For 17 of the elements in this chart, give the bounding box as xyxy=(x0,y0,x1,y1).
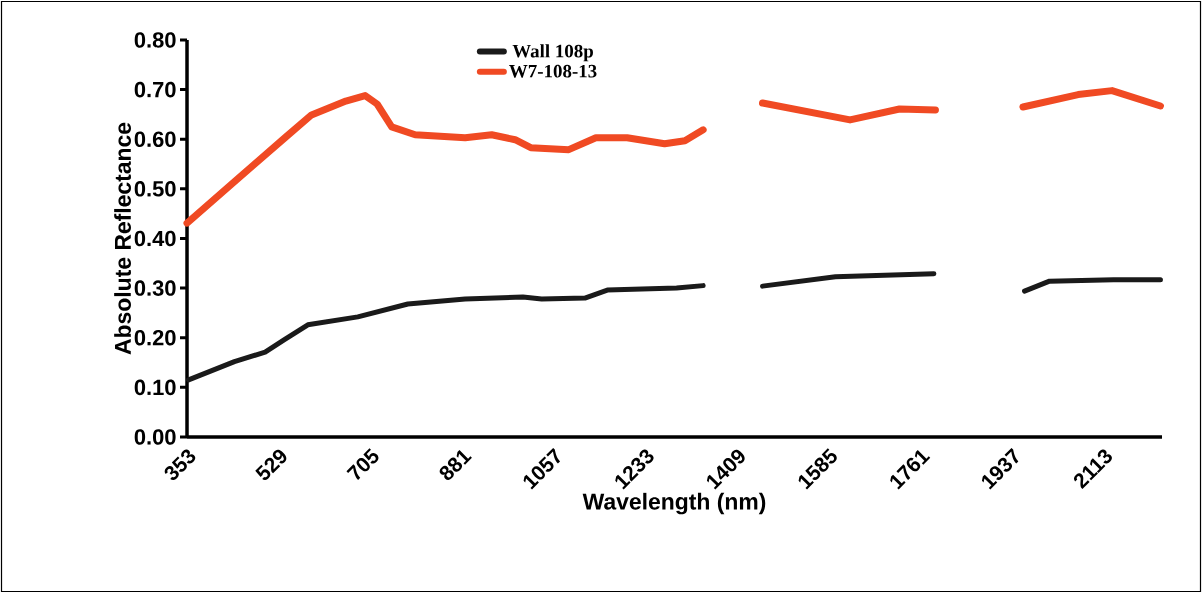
x-tick-label: 705 xyxy=(346,448,379,480)
y-tick-label: 0.80 xyxy=(134,32,176,48)
legend-label: Wall 108p xyxy=(512,44,593,62)
y-tick-label: 0.70 xyxy=(134,81,176,98)
y-tick-label: 0.20 xyxy=(134,329,176,346)
y-tick-label: 0.30 xyxy=(134,280,176,296)
y-tick-label: 0.10 xyxy=(134,379,176,396)
legend-label: W7-108-13 xyxy=(509,64,597,78)
y-tick-label: 0.40 xyxy=(134,230,176,247)
x-tick-label: 353 xyxy=(164,449,196,481)
y-tick-label: 0.00 xyxy=(134,429,176,445)
y-tick-label: 0.60 xyxy=(134,131,176,147)
y-axis-title: Absolute Reflectance xyxy=(114,122,131,355)
x-axis-title: Wavelength (nm) xyxy=(582,492,766,515)
x-tick-label: 529 xyxy=(255,449,287,481)
x-tick-label: 881 xyxy=(439,450,472,481)
y-tick-label: 0.50 xyxy=(134,181,176,197)
